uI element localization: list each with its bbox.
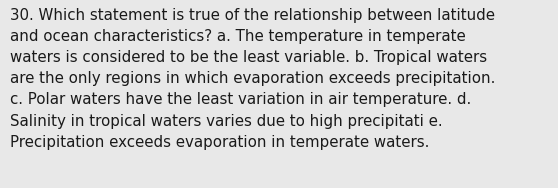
Text: 30. Which statement is true of the relationship between latitude
and ocean chara: 30. Which statement is true of the relat… <box>10 8 496 150</box>
